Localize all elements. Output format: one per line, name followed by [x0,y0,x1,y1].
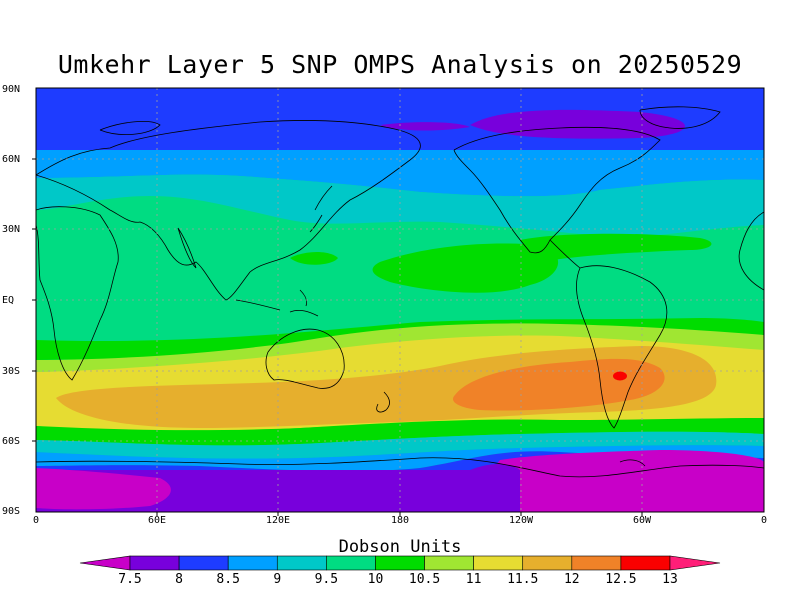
indonesia-outline [235,289,319,317]
coastlines [36,106,764,478]
greenland-outline [639,106,721,129]
colorbar-tick-label: 8 [175,572,183,587]
colorbar-tick-label: 10.5 [408,572,441,587]
india-outline [177,227,197,269]
band-south-9-5 [36,431,764,459]
lon-label-180: 180 [390,515,410,526]
colorbar-swatch [522,555,573,571]
colorbar-tick-label: 7.5 [118,572,142,587]
colorbar [79,555,721,571]
colorbar-arrow-low [79,555,131,571]
lat-label-eq: EQ [2,295,15,306]
japan-outline [309,185,333,233]
antarctic-minimum-west [36,468,171,510]
colorbar-tick-label: 9 [273,572,282,587]
colorbar-tick-label: 11.5 [507,572,539,587]
lon-label-0-west: 0 [32,515,40,526]
africa-outline [36,206,119,381]
colorbar-swatch [227,555,278,571]
tropical-patch-pacific [372,243,559,293]
colorbar-tick-label: 13 [662,572,678,587]
colorbar-swatch [276,555,327,571]
new-zealand-outline [376,391,390,413]
tick-marks [32,158,643,516]
colorbar-swatch [326,555,376,571]
colorbar-swatch [424,555,474,571]
lat-label-60n: 60N [2,154,21,165]
antarctica-outline [36,457,764,478]
chart-title: Umkehr Layer 5 SNP OMPS Analysis on 2025… [57,50,743,79]
band-9-5 [36,174,764,237]
lat-label-90n: 90N [2,84,21,95]
lon-label-120e: 120E [265,515,291,526]
band-south-9 [36,445,764,472]
lon-label-60e: 60E [147,515,167,526]
colorbar-title: Dobson Units [338,537,462,557]
colorbar-swatch [571,555,622,571]
colorbar-tick-label: 8.5 [216,572,240,587]
colorbar-tick-label: 12.5 [605,572,637,587]
lat-label-30s: 30S [2,366,21,377]
colorbar-tick-label: 11 [465,572,482,587]
colorbar-tick-label: 9.5 [314,572,339,587]
colorbar-tick-label: 10 [367,572,384,587]
colorbar-swatch [129,555,180,571]
colorbar-swatch [620,555,671,571]
arctic-minimum [470,109,685,139]
antarctic-minimum-east [492,450,764,512]
south-america-outline [576,265,668,429]
maximum-12-5 [452,358,665,411]
colorbar-swatch [178,555,229,571]
central-america-outline [549,239,581,269]
red-maximum [613,371,627,381]
graticule [36,88,764,512]
eurasia-outline [36,120,421,301]
colorbar-swatch [473,555,524,571]
north-america-outline [453,126,661,254]
lat-label-60s: 60S [2,436,21,447]
colorbar-arrow-high [669,555,721,571]
colorbar-swatch [375,555,425,571]
lat-label-90s: 90S [2,506,21,517]
lon-label-60w: 60W [632,515,652,526]
australia-outline [265,328,345,389]
colorbar-tick-label: 12 [563,572,580,587]
lat-label-30n: 30N [2,224,21,235]
lon-label-120w: 120W [508,515,534,526]
lon-label-0-east: 0 [760,515,768,526]
